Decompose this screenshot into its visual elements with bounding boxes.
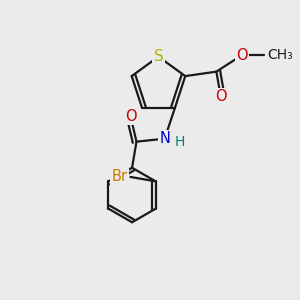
Text: O: O [236, 48, 248, 63]
Text: O: O [125, 109, 136, 124]
Text: O: O [215, 89, 226, 104]
Text: CH₃: CH₃ [267, 48, 292, 62]
Text: S: S [154, 49, 164, 64]
Text: H: H [175, 135, 185, 149]
Text: N: N [159, 131, 170, 146]
Text: Br: Br [112, 169, 127, 184]
